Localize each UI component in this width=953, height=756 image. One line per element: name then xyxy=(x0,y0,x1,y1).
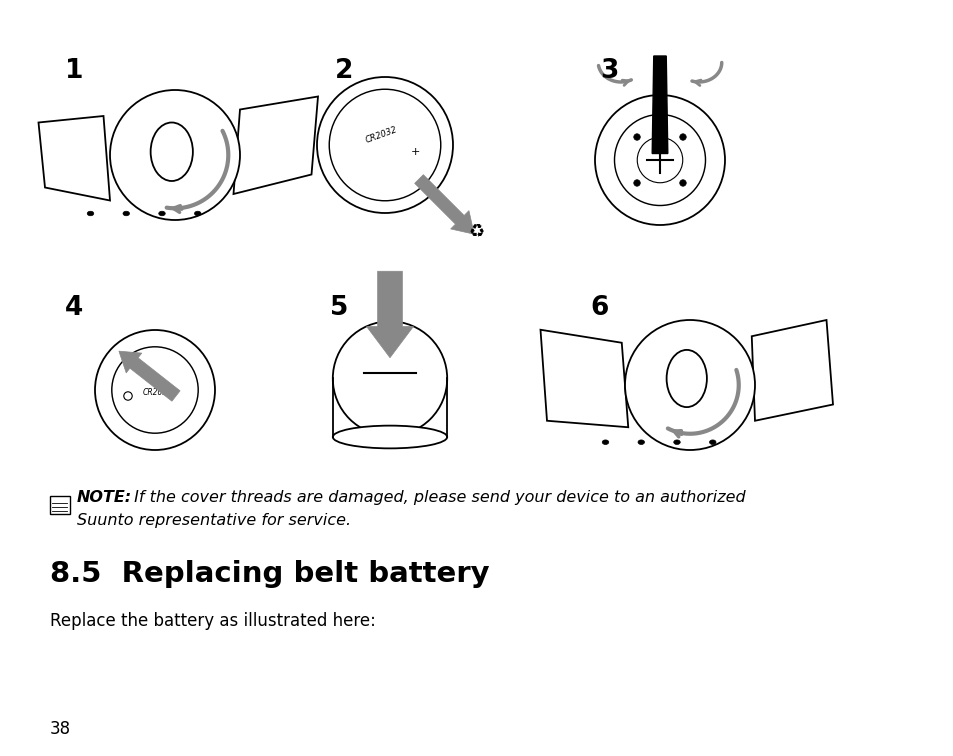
Circle shape xyxy=(679,134,685,141)
Circle shape xyxy=(124,392,132,400)
Circle shape xyxy=(633,134,639,141)
FancyArrow shape xyxy=(119,351,180,401)
Ellipse shape xyxy=(666,350,706,407)
Text: ♻: ♻ xyxy=(468,225,484,243)
Ellipse shape xyxy=(638,440,644,445)
Circle shape xyxy=(624,320,754,450)
Ellipse shape xyxy=(709,440,716,445)
Ellipse shape xyxy=(151,122,193,181)
Circle shape xyxy=(614,114,705,206)
Circle shape xyxy=(333,321,447,435)
Circle shape xyxy=(637,138,682,183)
Text: Replace the battery as illustrated here:: Replace the battery as illustrated here: xyxy=(50,612,375,630)
Text: Suunto representative for service.: Suunto representative for service. xyxy=(77,513,351,528)
Ellipse shape xyxy=(158,211,165,215)
Text: CR2032: CR2032 xyxy=(143,389,172,398)
Polygon shape xyxy=(38,116,110,200)
Text: 6: 6 xyxy=(589,295,608,321)
Circle shape xyxy=(110,90,240,220)
Ellipse shape xyxy=(601,440,608,445)
Ellipse shape xyxy=(87,211,93,215)
FancyBboxPatch shape xyxy=(50,496,70,514)
Circle shape xyxy=(633,180,639,186)
Text: NOTE:: NOTE: xyxy=(77,491,132,506)
FancyArrow shape xyxy=(415,175,474,234)
Text: CR2032: CR2032 xyxy=(364,125,398,144)
Circle shape xyxy=(679,180,685,186)
Text: 8.5  Replacing belt battery: 8.5 Replacing belt battery xyxy=(50,560,489,588)
Circle shape xyxy=(95,330,214,450)
Ellipse shape xyxy=(194,211,201,215)
Ellipse shape xyxy=(123,211,130,215)
Circle shape xyxy=(316,77,453,213)
Text: 38: 38 xyxy=(50,720,71,738)
Text: If the cover threads are damaged, please send your device to an authorized: If the cover threads are damaged, please… xyxy=(129,491,745,506)
Circle shape xyxy=(595,95,724,225)
Text: 5: 5 xyxy=(330,295,348,321)
Circle shape xyxy=(329,89,440,201)
Polygon shape xyxy=(233,97,317,194)
FancyArrow shape xyxy=(366,271,413,358)
Ellipse shape xyxy=(333,426,447,448)
Text: +: + xyxy=(411,147,420,156)
Text: 4: 4 xyxy=(65,295,83,321)
Text: 3: 3 xyxy=(599,58,618,84)
Polygon shape xyxy=(652,56,667,153)
Circle shape xyxy=(112,347,198,433)
Text: 2: 2 xyxy=(335,58,353,84)
Polygon shape xyxy=(751,320,832,421)
Polygon shape xyxy=(540,330,628,427)
Text: 1: 1 xyxy=(65,58,84,84)
Ellipse shape xyxy=(673,440,679,445)
